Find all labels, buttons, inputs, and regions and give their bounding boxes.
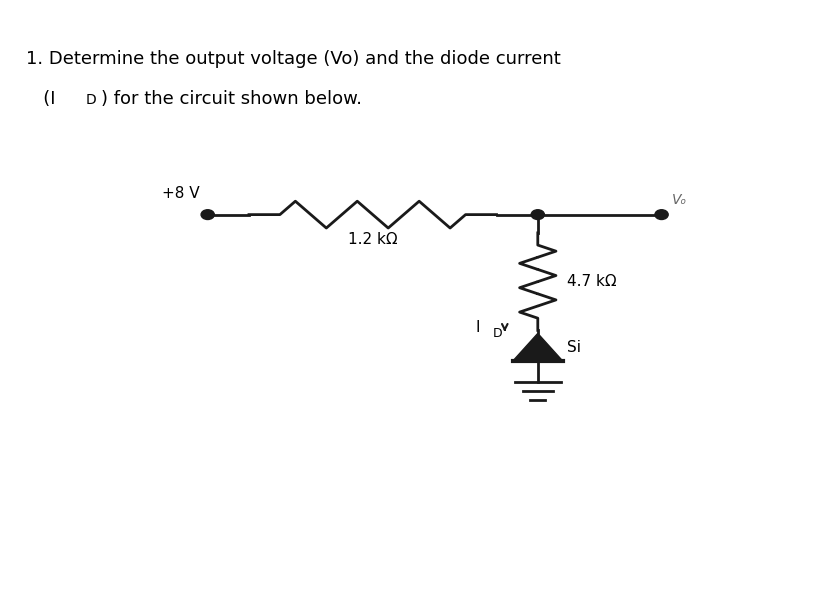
Text: D: D bbox=[85, 93, 96, 106]
Circle shape bbox=[531, 210, 543, 220]
Text: D: D bbox=[493, 327, 502, 340]
Text: Vₒ: Vₒ bbox=[672, 193, 686, 207]
Text: 1.2 kΩ: 1.2 kΩ bbox=[347, 232, 397, 247]
Text: 4.7 kΩ: 4.7 kΩ bbox=[566, 274, 615, 289]
Polygon shape bbox=[513, 334, 562, 361]
Text: I: I bbox=[476, 320, 480, 335]
Text: Si: Si bbox=[566, 340, 580, 354]
Text: 1. Determine the output voltage (Vo) and the diode current: 1. Determine the output voltage (Vo) and… bbox=[26, 50, 560, 68]
Circle shape bbox=[654, 210, 667, 220]
Text: ) for the circuit shown below.: ) for the circuit shown below. bbox=[101, 90, 361, 108]
Text: +8 V: +8 V bbox=[162, 186, 199, 201]
Text: (I: (I bbox=[26, 90, 55, 108]
Circle shape bbox=[201, 210, 214, 220]
